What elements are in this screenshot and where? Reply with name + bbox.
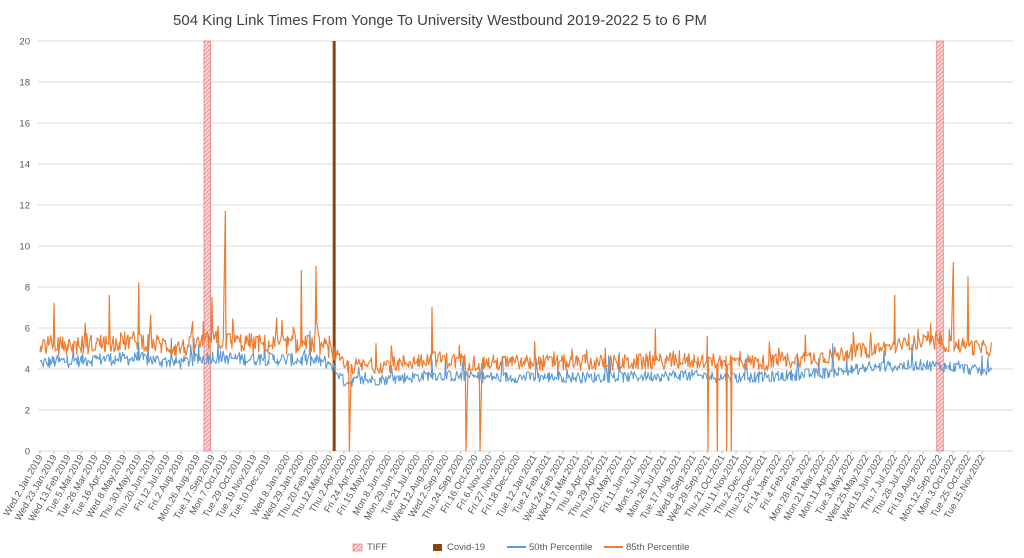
y-tick-label: 6: [25, 324, 30, 335]
tiff-event-band-0: [203, 40, 211, 452]
y-tick-label: 0: [25, 447, 30, 458]
series-lines: [39, 210, 992, 452]
legend-label: Covid-19: [447, 542, 485, 553]
covid-event-band-0: [332, 41, 336, 451]
legend-item: TIFF: [352, 542, 387, 553]
legend-swatch: [352, 543, 363, 552]
y-tick-label: 16: [19, 119, 30, 130]
event-bands: [203, 40, 944, 452]
y-tick-label: 2: [25, 406, 30, 417]
gridlines: [38, 40, 1013, 452]
legend-label: 85th Percentile: [626, 542, 689, 553]
y-tick-label: 20: [19, 37, 30, 48]
tiff-event-band-1: [936, 40, 944, 452]
y-axis-ticks: 0 2 4 6 8 10 12 14 16 18 20: [19, 37, 30, 458]
y-tick-label: 4: [25, 365, 30, 376]
y-tick-label: 8: [25, 283, 30, 294]
legend-item: 85th Percentile: [604, 542, 689, 553]
y-tick-label: 10: [19, 242, 30, 253]
series-line-85th-percentile: [39, 210, 992, 452]
legend-swatch: [433, 544, 442, 551]
y-tick-label: 12: [19, 201, 30, 212]
legend-item: 50th Percentile: [507, 542, 592, 553]
chart-title: 504 King Link Times From Yonge To Univer…: [173, 12, 707, 29]
legend-item: Covid-19: [433, 542, 485, 553]
x-axis-ticks: Wed.2.Jan.2019Wed.23.Jan.2019Wed.13.Feb.…: [2, 451, 988, 525]
legend-label: TIFF: [367, 542, 387, 553]
legend: TIFF Covid-19 50th Percentile 85th Percenti…: [352, 542, 689, 553]
series-line-50th-percentile: [39, 330, 992, 387]
y-tick-label: 18: [19, 78, 30, 89]
y-tick-label: 14: [19, 160, 30, 171]
legend-label: 50th Percentile: [529, 542, 592, 553]
